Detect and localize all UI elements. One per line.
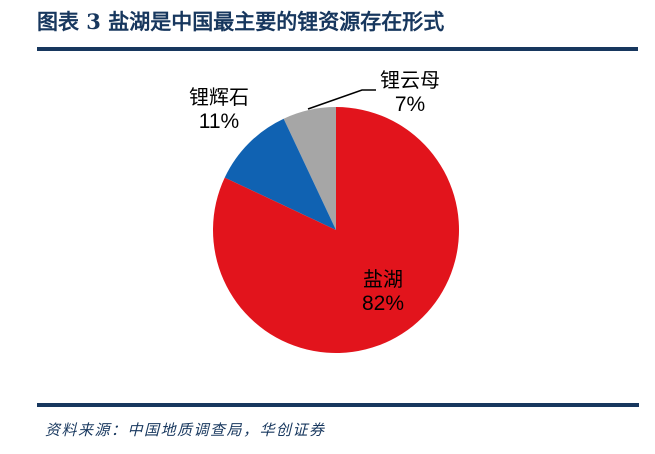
slice-label-lepidolite-percent: 7% <box>394 93 426 117</box>
slice-label-lepidolite-name: 锂云母 <box>380 68 440 92</box>
slice-label-salt-lake: 盐湖 82% <box>318 267 448 317</box>
slice-label-spodumene-percent: 11% <box>198 110 240 134</box>
figure-title: 图表 3 盐湖是中国最主要的锂资源存在形式 <box>37 9 445 34</box>
slice-label-salt-lake-name: 盐湖 <box>363 267 403 291</box>
title-divider-line <box>37 47 638 51</box>
pie-slice-1 <box>224 118 336 230</box>
figure-source: 资料来源：中国地质调查局，华创证券 <box>45 421 326 439</box>
slice-label-lepidolite: 锂云母 7% <box>345 68 475 118</box>
pie-slice-0 <box>213 107 460 353</box>
slice-label-salt-lake-percent: 82% <box>361 292 405 316</box>
pie-slice-2 <box>283 107 336 230</box>
source-divider-line <box>37 403 639 407</box>
lepidolite-leader-line <box>307 89 376 110</box>
slice-label-spodumene: 锂辉石 11% <box>154 85 284 135</box>
slice-label-spodumene-name: 锂辉石 <box>189 85 249 109</box>
